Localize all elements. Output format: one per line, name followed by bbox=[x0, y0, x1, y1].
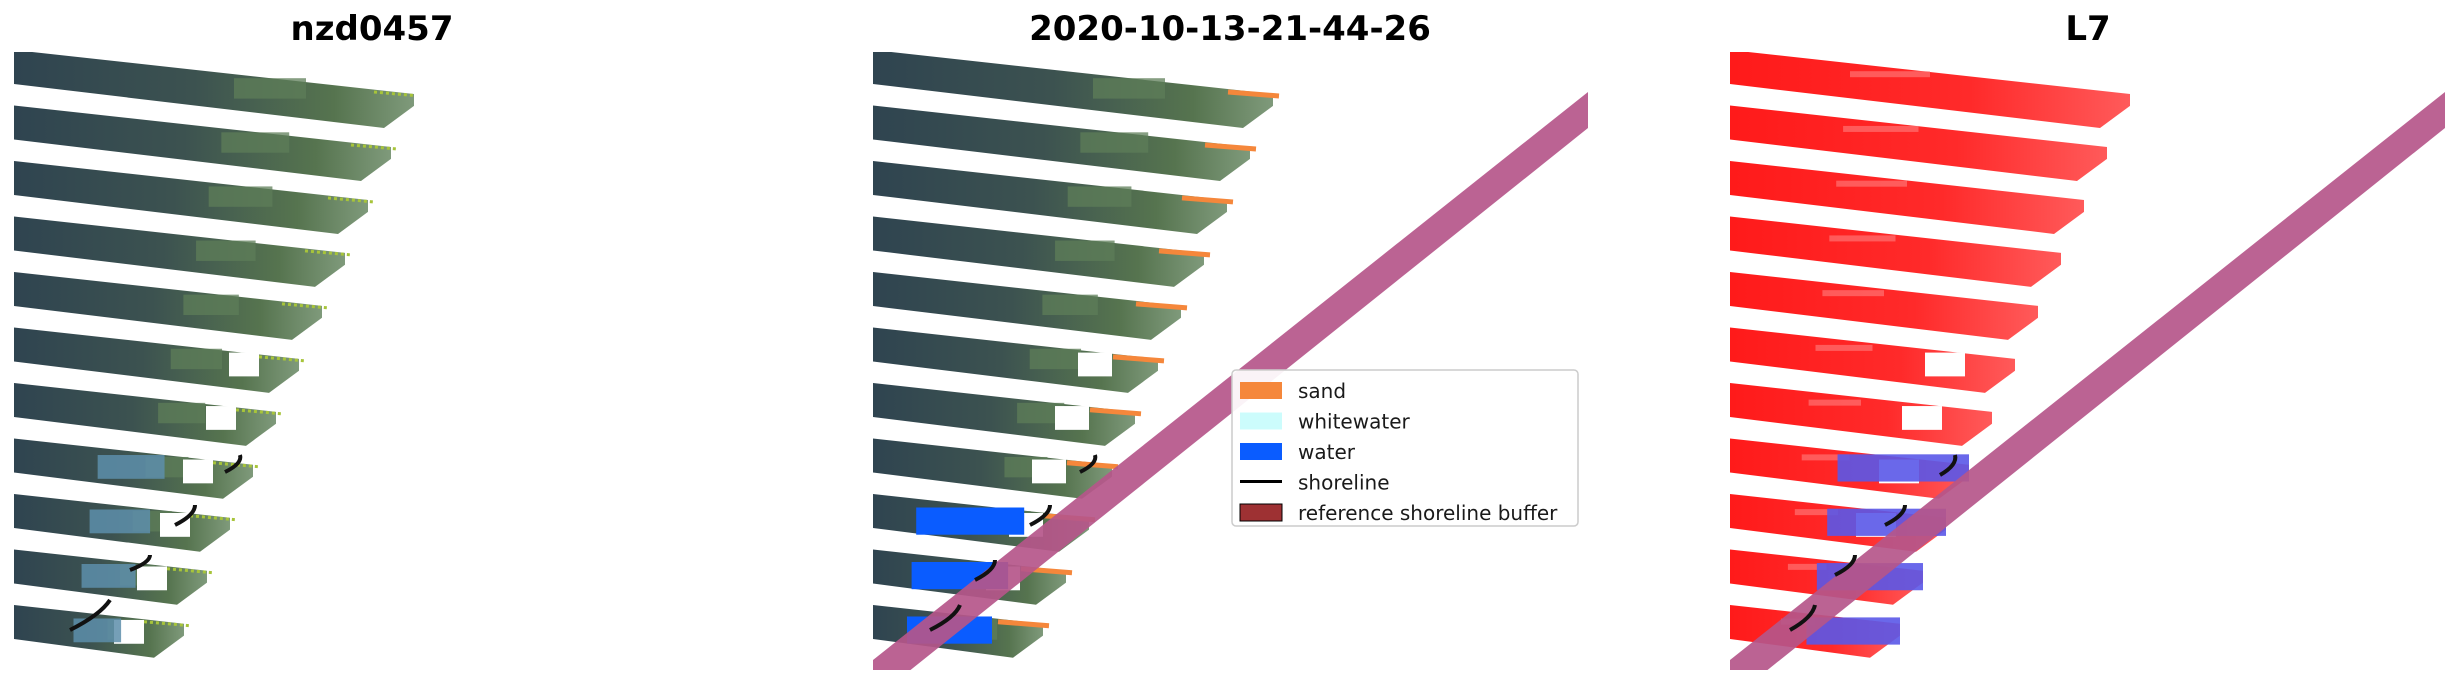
image-band bbox=[873, 438, 1112, 499]
image-band bbox=[14, 327, 299, 393]
legend-swatch bbox=[1240, 382, 1282, 399]
shoreline bbox=[929, 604, 962, 632]
legend-item-shoreline: shoreline bbox=[1240, 471, 1390, 495]
image-band bbox=[14, 216, 345, 287]
classified-image-panel bbox=[873, 52, 1588, 670]
index-band bbox=[1730, 52, 2130, 128]
shoreline bbox=[1884, 504, 1907, 527]
image-band bbox=[14, 272, 322, 340]
legend-swatch bbox=[1240, 412, 1282, 430]
index-band bbox=[1730, 327, 2015, 393]
legend-item-sand: sand bbox=[1240, 379, 1346, 403]
image-band bbox=[873, 216, 1204, 287]
reference-shoreline-buffer bbox=[873, 92, 1588, 670]
shoreline bbox=[1029, 504, 1052, 527]
index-band bbox=[1730, 161, 2084, 234]
index-band bbox=[1730, 272, 2038, 340]
legend-label: reference shoreline buffer bbox=[1298, 501, 1558, 525]
index-band bbox=[1730, 105, 2107, 181]
legend-label: shoreline bbox=[1298, 471, 1390, 495]
index-band bbox=[1730, 383, 1992, 446]
image-band bbox=[873, 383, 1135, 446]
legend-swatch bbox=[1239, 503, 1283, 522]
image-band bbox=[14, 52, 414, 128]
shoreline bbox=[1789, 604, 1817, 632]
shoreline bbox=[1938, 454, 1958, 477]
image-band bbox=[14, 383, 276, 446]
panel-title-1: nzd0457 bbox=[291, 9, 454, 49]
panel-title-3: L7 bbox=[2065, 9, 2110, 49]
legend-item-reference-shoreline-buffer: reference shoreline buffer bbox=[1239, 501, 1558, 525]
image-band bbox=[873, 272, 1181, 340]
reference-shoreline-buffer bbox=[1730, 92, 2445, 670]
legend-label: water bbox=[1298, 440, 1356, 464]
image-band bbox=[14, 105, 391, 181]
legend-label: whitewater bbox=[1298, 410, 1410, 434]
legend-item-water: water bbox=[1240, 440, 1356, 464]
shoreline bbox=[1079, 454, 1098, 474]
image-band bbox=[873, 105, 1250, 181]
index-band bbox=[1730, 216, 2061, 287]
legend-label: sand bbox=[1298, 379, 1346, 403]
rgb-image-panel bbox=[14, 52, 414, 658]
legend-swatch bbox=[1240, 443, 1282, 460]
legend-frame bbox=[1231, 369, 1579, 527]
shoreline bbox=[1834, 554, 1857, 577]
legend: sand whitewater water shoreline reference sh… bbox=[1231, 369, 1579, 527]
legend-item-whitewater: whitewater bbox=[1240, 410, 1410, 434]
panel-title-2: 2020-10-13-21-44-26 bbox=[1029, 9, 1431, 49]
image-band bbox=[873, 327, 1158, 393]
image-band bbox=[873, 161, 1227, 234]
shoreline bbox=[974, 559, 997, 582]
image-band bbox=[873, 52, 1273, 128]
image-band bbox=[14, 161, 368, 234]
index-image-panel bbox=[1730, 52, 2445, 670]
